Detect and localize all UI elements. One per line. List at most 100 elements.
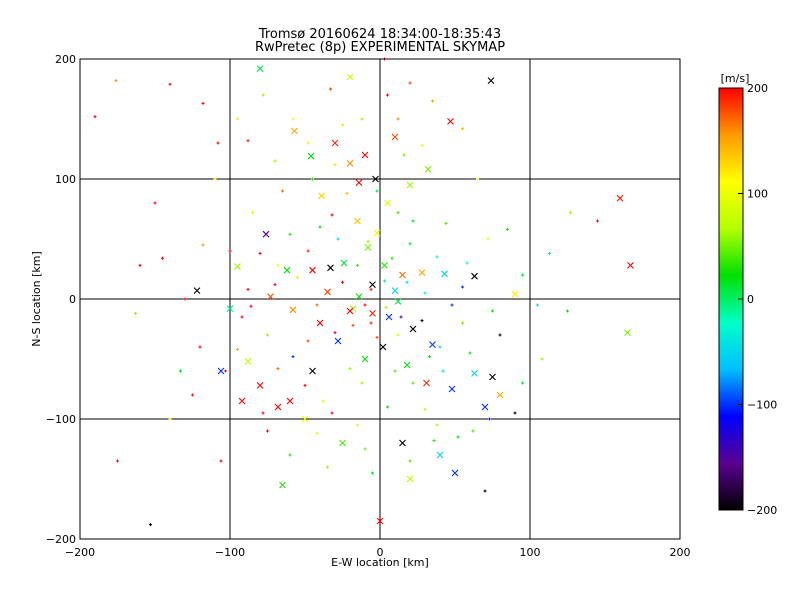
scatter-point-dot — [276, 367, 280, 371]
scatter-point-dot — [540, 357, 544, 361]
y-axis-label: N-S location [km] — [30, 251, 43, 347]
colorbar-tick-label: 200 — [747, 82, 768, 95]
scatter-point-dot — [506, 227, 509, 231]
scatter-point-cross — [217, 367, 225, 375]
scatter-point-cross — [424, 166, 432, 173]
scatter-point-cross — [406, 181, 414, 189]
scatter-point-dot — [369, 321, 373, 325]
scatter-point-dot — [341, 123, 344, 127]
scatter-point-cross — [346, 73, 354, 81]
scatter-point-dot — [431, 99, 434, 103]
scatter-point-cross — [309, 266, 316, 274]
scatter-point-dot — [273, 283, 277, 287]
scatter-point-cross — [624, 329, 631, 336]
scatter-point-cross — [309, 367, 316, 375]
scatter-point-dot — [411, 381, 415, 385]
scatter-point-dot — [219, 459, 223, 463]
scatter-point-dot — [428, 355, 431, 359]
scatter-point-dot — [134, 311, 137, 315]
scatter-point-dot — [311, 177, 314, 181]
x-tick-label: −200 — [65, 546, 95, 559]
scatter-point-dot — [356, 423, 359, 427]
scatter-point-dot — [216, 141, 220, 145]
scatter-point-cross — [399, 439, 406, 447]
scatter-point-dot — [116, 459, 119, 463]
x-tick-label: −100 — [215, 546, 245, 559]
scatter-point-dot — [371, 471, 374, 475]
scatter-point-cross — [429, 341, 436, 348]
scatter-point-cross — [406, 475, 414, 483]
scatter-point-dot — [360, 381, 364, 385]
scatter-point-cross — [361, 151, 369, 159]
scatter-point-dot — [456, 435, 460, 439]
scatter-point-dot — [201, 101, 205, 105]
y-tick-label: 0 — [69, 293, 76, 306]
scatter-point-dot — [345, 191, 349, 195]
scatter-point-cross — [369, 281, 376, 288]
scatter-point-dot — [450, 303, 454, 307]
scatter-point-dot — [240, 315, 244, 319]
scatter-point-cross — [354, 217, 361, 225]
axis-tick-labels: −200 −100 0 100 200 −200 −100 0 100 200 — [46, 53, 691, 559]
scatter-point-cross — [376, 517, 384, 525]
scatter-point-cross — [262, 230, 270, 238]
scatter-point-dot — [396, 333, 400, 337]
scatter-point-dot — [266, 333, 269, 337]
scatter-point-dot — [461, 321, 464, 325]
scatter-point-dot — [402, 153, 406, 157]
scatter-point-dot — [461, 285, 464, 289]
colorbar: [m/s] −200 −100 0 100 200 — [718, 72, 777, 517]
scatter-point-dot — [236, 347, 239, 351]
scatter-point-dot — [521, 381, 524, 385]
scatter-point-dot — [306, 141, 310, 145]
scatter-point-cross — [226, 305, 234, 312]
scatter-point-cross — [447, 118, 454, 125]
scatter-point-dot — [369, 287, 373, 291]
scatter-point-dot — [423, 407, 427, 411]
scatter-point-cross — [471, 370, 478, 377]
scatter-point-dot — [471, 429, 475, 433]
colorbar-tick-label: −200 — [747, 504, 777, 517]
scatter-point-dot — [423, 291, 427, 295]
scatter-point-dot — [356, 263, 359, 267]
scatter-point-dot — [521, 273, 524, 277]
scatter-point-cross — [327, 264, 334, 272]
colorbar-ticks: −200 −100 0 100 200 — [738, 82, 777, 517]
x-tick-label: 100 — [520, 546, 541, 559]
scatter-point-dot — [360, 117, 364, 121]
scatter-point-cross — [355, 293, 363, 300]
scatter-point-cross — [394, 298, 402, 305]
scatter-point-dot — [236, 117, 239, 121]
grid-lines — [80, 59, 680, 539]
scatter-point-dot — [321, 399, 325, 403]
scatter-point-dot — [383, 279, 386, 283]
scatter-point-dot — [386, 93, 389, 97]
scatter-point-dot — [341, 280, 344, 284]
scatter-point-cross — [436, 451, 444, 459]
scatter-point-cross — [418, 269, 426, 276]
x-tick-label: 0 — [377, 546, 384, 559]
scatter-point-cross — [289, 306, 297, 314]
scatter-point-dot — [333, 331, 337, 335]
scatter-point-dot — [405, 280, 409, 284]
scatter-point-dot — [306, 339, 310, 343]
scatter-point-dot — [228, 249, 232, 253]
scatter-point-dot — [114, 79, 118, 83]
scatter-point-dot — [435, 255, 439, 259]
scatter-point-cross — [267, 293, 274, 300]
scatter-point-dot — [179, 369, 182, 373]
scatter-point-dot — [266, 429, 269, 433]
scatter-point-dot — [408, 459, 412, 463]
scatter-point-dot — [273, 159, 277, 163]
scatter-point-dot — [153, 201, 157, 205]
scatter-point-dot — [213, 177, 217, 181]
scatter-point-cross — [373, 229, 381, 237]
scatter-point-cross — [403, 361, 411, 369]
scatter-point-cross — [364, 244, 372, 251]
scatter-point-cross — [279, 481, 286, 489]
scatter-point-cross — [334, 337, 342, 345]
scatter-point-dot — [375, 189, 379, 193]
scatter-point-dot — [444, 221, 448, 225]
scatter-point-cross — [256, 382, 264, 389]
scatter-point-cross — [487, 77, 495, 84]
